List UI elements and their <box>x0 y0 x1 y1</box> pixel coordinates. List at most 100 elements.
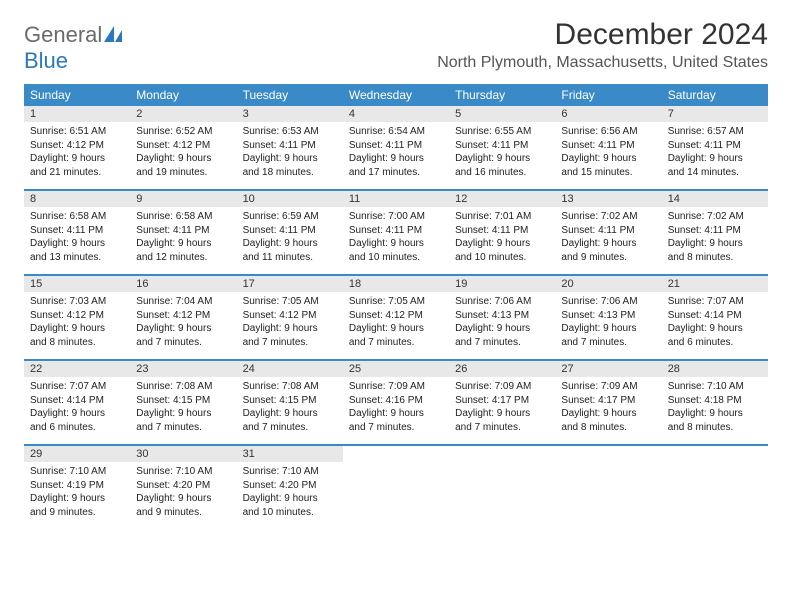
day-ss: Sunset: 4:11 PM <box>668 224 762 238</box>
day-d1: Daylight: 9 hours <box>668 237 762 251</box>
day-detail-cell: Sunrise: 6:56 AMSunset: 4:11 PMDaylight:… <box>555 122 661 190</box>
day-d2: and 15 minutes. <box>561 166 655 180</box>
day-detail-cell: Sunrise: 7:10 AMSunset: 4:20 PMDaylight:… <box>130 462 236 529</box>
day-of-week-header: Tuesday <box>237 84 343 106</box>
day-number-cell <box>449 446 555 462</box>
day-ss: Sunset: 4:11 PM <box>455 224 549 238</box>
day-number-cell: 10 <box>237 191 343 207</box>
day-detail-row: Sunrise: 7:07 AMSunset: 4:14 PM Daylight:… <box>24 377 768 445</box>
day-d1: Daylight: 9 hours <box>349 322 443 336</box>
day-sr: Sunrise: 7:07 AM <box>30 380 124 394</box>
day-d2: and 7 minutes. <box>455 421 549 435</box>
day-ss: Sunset: 4:11 PM <box>668 139 762 153</box>
day-ss: Sunset: 4:11 PM <box>30 224 124 238</box>
day-sr: Sunrise: 6:57 AM <box>668 125 762 139</box>
day-sr: Sunrise: 6:52 AM <box>136 125 230 139</box>
day-sr: Sunrise: 7:09 AM <box>561 380 655 394</box>
day-ss: Sunset: 4:11 PM <box>561 139 655 153</box>
day-d2: and 11 minutes. <box>243 251 337 265</box>
header: General Blue December 2024 North Plymout… <box>24 18 768 74</box>
day-detail-cell: Sunrise: 7:05 AMSunset: 4:12 PMDaylight:… <box>237 292 343 360</box>
day-sr: Sunrise: 6:53 AM <box>243 125 337 139</box>
day-number-cell: 4 <box>343 106 449 122</box>
day-of-week-header: Monday <box>130 84 236 106</box>
day-sr: Sunrise: 7:10 AM <box>136 465 230 479</box>
day-d2: and 8 minutes. <box>30 336 124 350</box>
day-number-cell: 5 <box>449 106 555 122</box>
day-detail-cell: Sunrise: 7:10 AMSunset: 4:20 PMDaylight:… <box>237 462 343 529</box>
location-subtitle: North Plymouth, Massachusetts, United St… <box>437 54 768 72</box>
day-detail-cell: Sunrise: 7:10 AMSunset: 4:19 PMDaylight:… <box>24 462 130 529</box>
day-sr: Sunrise: 6:58 AM <box>136 210 230 224</box>
day-of-week-row: SundayMondayTuesdayWednesdayThursdayFrid… <box>24 84 768 106</box>
day-ss: Sunset: 4:19 PM <box>30 479 124 493</box>
day-sr: Sunrise: 7:10 AM <box>243 465 337 479</box>
day-sr: Sunrise: 7:10 AM <box>668 380 762 394</box>
day-number-row: 293031 <box>24 446 768 462</box>
day-d1: Daylight: 9 hours <box>455 237 549 251</box>
day-d2: and 8 minutes. <box>668 421 762 435</box>
day-d1: Daylight: 9 hours <box>561 322 655 336</box>
day-detail-cell: Sunrise: 6:57 AMSunset: 4:11 PMDaylight:… <box>662 122 768 190</box>
calendar-table: SundayMondayTuesdayWednesdayThursdayFrid… <box>24 84 768 529</box>
day-detail-cell: Sunrise: 7:04 AMSunset: 4:12 PMDaylight:… <box>130 292 236 360</box>
day-number-cell: 18 <box>343 276 449 292</box>
day-ss: Sunset: 4:18 PM <box>668 394 762 408</box>
day-sr: Sunrise: 6:58 AM <box>30 210 124 224</box>
day-d2: and 13 minutes. <box>30 251 124 265</box>
day-d2: and 7 minutes. <box>455 336 549 350</box>
day-d2: and 10 minutes. <box>349 251 443 265</box>
day-sr: Sunrise: 7:09 AM <box>455 380 549 394</box>
day-d2: and 7 minutes. <box>561 336 655 350</box>
day-number-cell <box>343 446 449 462</box>
day-ss: Sunset: 4:14 PM <box>30 394 124 408</box>
day-d2: and 6 minutes. <box>668 336 762 350</box>
day-d1: Daylight: 9 hours <box>668 322 762 336</box>
day-sr: Sunrise: 6:55 AM <box>455 125 549 139</box>
day-number-cell: 7 <box>662 106 768 122</box>
day-detail-row: Sunrise: 6:58 AMSunset: 4:11 PMDaylight:… <box>24 207 768 275</box>
day-d1: Daylight: 9 hours <box>561 152 655 166</box>
day-number-cell: 3 <box>237 106 343 122</box>
day-ss: Sunset: 4:14 PM <box>668 309 762 323</box>
day-d1: Daylight: 9 hours <box>455 322 549 336</box>
day-sr: Sunrise: 6:59 AM <box>243 210 337 224</box>
day-sr: Sunrise: 6:56 AM <box>561 125 655 139</box>
day-d2: and 19 minutes. <box>136 166 230 180</box>
day-number-cell: 15 <box>24 276 130 292</box>
day-of-week-header: Thursday <box>449 84 555 106</box>
day-detail-cell: Sunrise: 6:59 AMSunset: 4:11 PMDaylight:… <box>237 207 343 275</box>
day-sr: Sunrise: 7:00 AM <box>349 210 443 224</box>
day-ss: Sunset: 4:15 PM <box>136 394 230 408</box>
day-number-cell: 30 <box>130 446 236 462</box>
day-sr: Sunrise: 7:02 AM <box>668 210 762 224</box>
logo-sail-icon <box>104 29 124 46</box>
day-detail-cell: Sunrise: 7:07 AMSunset: 4:14 PMDaylight:… <box>24 377 130 445</box>
day-of-week-header: Saturday <box>662 84 768 106</box>
day-number-cell: 13 <box>555 191 661 207</box>
logo-word-general: General <box>24 22 102 47</box>
day-d1: Daylight: 9 hours <box>455 407 549 421</box>
day-sr: Sunrise: 7:02 AM <box>561 210 655 224</box>
day-number-cell: 26 <box>449 361 555 377</box>
day-number-cell: 25 <box>343 361 449 377</box>
day-d1: Daylight: 9 hours <box>561 237 655 251</box>
day-ss: Sunset: 4:11 PM <box>561 224 655 238</box>
day-sr: Sunrise: 7:01 AM <box>455 210 549 224</box>
month-title: December 2024 <box>437 18 768 52</box>
day-d2: and 16 minutes. <box>455 166 549 180</box>
day-of-week-header: Sunday <box>24 84 130 106</box>
day-ss: Sunset: 4:20 PM <box>136 479 230 493</box>
day-d1: Daylight: 9 hours <box>243 322 337 336</box>
day-detail-cell <box>343 462 449 529</box>
day-number-cell: 24 <box>237 361 343 377</box>
day-detail-cell: Sunrise: 7:09 AMSunset: 4:17 PMDaylight:… <box>555 377 661 445</box>
day-ss: Sunset: 4:15 PM <box>243 394 337 408</box>
day-number-cell <box>555 446 661 462</box>
day-d2: and 14 minutes. <box>668 166 762 180</box>
day-d1: Daylight: 9 hours <box>136 407 230 421</box>
day-d1: Daylight: 9 hours <box>668 152 762 166</box>
day-number-cell <box>662 446 768 462</box>
day-detail-cell: Sunrise: 7:01 AMSunset: 4:11 PMDaylight:… <box>449 207 555 275</box>
day-number-cell: 31 <box>237 446 343 462</box>
